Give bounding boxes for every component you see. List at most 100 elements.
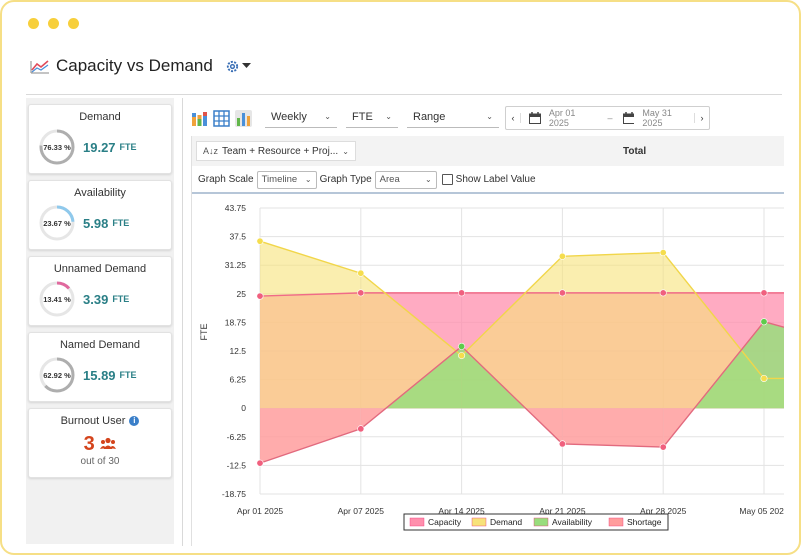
table-grid-icon[interactable] <box>213 109 230 127</box>
grouping-select[interactable]: A↓z Team + Resource + Proj... ⌄ <box>196 141 356 161</box>
kpi-title: Named Demand <box>59 339 141 351</box>
stacked-bar-chart-icon[interactable] <box>191 110 208 127</box>
capacity-point <box>256 292 264 300</box>
chart-points <box>256 237 768 467</box>
kpi-unit: FTE <box>119 142 137 152</box>
grouping-value: Team + Resource + Proj... <box>222 145 339 157</box>
kpi-value: 5.98 <box>83 215 109 231</box>
graph-type-select[interactable]: Area ⌄ <box>374 170 437 189</box>
date-range-picker: ‹ Apr 01 2025 – May 31 2025 › <box>505 106 710 130</box>
gear-icon <box>226 60 238 72</box>
page-header: Capacity vs Demand <box>30 56 251 76</box>
percent-label: 76.33 % <box>43 142 71 152</box>
bar-chart-icon[interactable] <box>235 109 252 127</box>
legend-swatch <box>409 517 425 527</box>
kpi-value: 3.39 <box>83 291 109 307</box>
graph-type-value: Area <box>379 174 400 185</box>
chart-legend: Capacity Demand Availability Shortage <box>403 513 669 531</box>
settings-dropdown[interactable] <box>225 59 251 74</box>
show-label-text: Show Label Value <box>455 174 536 185</box>
kpi-unit: FTE <box>119 370 137 380</box>
maximize-dot[interactable] <box>68 18 79 29</box>
date-from[interactable]: Apr 01 2025 <box>548 108 576 128</box>
legend-label: Demand <box>490 517 522 527</box>
graph-scale-value: Timeline <box>261 174 298 185</box>
y-tick-label: 18.75 <box>225 317 247 327</box>
kpi-title: Burnout User i <box>29 415 171 427</box>
period-value: Weekly <box>271 110 307 123</box>
demand-area <box>260 241 784 409</box>
kpi-card-availability: Availability 23.67 % 5.98 FTE <box>28 180 172 250</box>
x-tick-label: Apr 01 2025 <box>237 506 284 516</box>
availability-area-tail <box>764 321 784 409</box>
chevron-left-icon[interactable]: ‹ <box>506 113 521 123</box>
close-dot[interactable] <box>28 18 39 29</box>
kpi-value: 19.27 <box>83 139 116 155</box>
unit-value: FTE <box>352 110 373 123</box>
progress-ring: 76.33 % <box>39 129 75 165</box>
kpi-title: Availability <box>74 187 126 199</box>
progress-ring: 62.92 % <box>39 357 75 393</box>
capacity-demand-chart: 43.75 37.5 31.25 25 18.75 12.5 6.25 0 -6.25 -12.5… <box>199 203 784 531</box>
shortage-area <box>562 408 664 448</box>
header-divider <box>26 94 782 95</box>
capacity-point <box>558 289 566 297</box>
x-tick-label: Apr 07 2025 <box>338 506 385 516</box>
y-tick-label: 31.25 <box>225 260 247 270</box>
legend-swatch <box>608 517 624 527</box>
kpi-unit: FTE <box>112 218 130 228</box>
x-tick-label: Apr 28 2025 <box>640 506 687 516</box>
capacity-point <box>760 289 768 297</box>
chevron-down-icon: ⌄ <box>304 175 312 184</box>
percent-label: 23.67 % <box>43 218 71 228</box>
show-label-checkbox[interactable] <box>441 174 453 185</box>
kpi-sidebar: Demand 76.33 % 19.27 FTE Availability <box>26 98 174 544</box>
capacity-point <box>458 289 466 297</box>
legend-label: Shortage <box>627 517 662 527</box>
y-tick-label: 25 <box>237 289 247 299</box>
calendar-icon[interactable] <box>622 112 635 124</box>
users-icon <box>100 437 117 449</box>
sidebar-divider <box>182 98 183 546</box>
total-header: Total <box>623 146 647 157</box>
burnout-count: 3 <box>83 433 95 455</box>
burnout-title: Burnout User <box>60 415 126 427</box>
range-select[interactable]: Range ⌄ <box>407 106 499 128</box>
percent-label: 13.41 % <box>43 294 71 304</box>
progress-ring-svg <box>39 281 75 317</box>
caret-down-icon <box>241 63 251 68</box>
kpi-card-demand: Demand 76.33 % 19.27 FTE <box>28 104 172 174</box>
availability-point <box>760 318 768 326</box>
shortage-area <box>663 408 695 448</box>
y-tick-label: 6.25 <box>229 375 246 385</box>
x-tick-label: Apr 21 2025 <box>539 506 586 516</box>
legend-label: Capacity <box>428 517 462 527</box>
date-separator: – <box>607 113 613 123</box>
range-value: Range <box>413 110 446 123</box>
chevron-down-icon: ⌄ <box>324 112 331 121</box>
info-icon[interactable]: i <box>129 416 140 427</box>
demand-point <box>458 352 466 360</box>
chevron-right-icon[interactable]: › <box>694 113 709 123</box>
demand-point <box>357 269 365 277</box>
grouping-bar: A↓z Team + Resource + Proj... ⌄ Total <box>192 136 784 166</box>
y-tick-label: 37.5 <box>229 232 246 242</box>
availability-point <box>256 459 264 467</box>
unit-select[interactable]: FTE ⌄ <box>346 106 398 128</box>
legend-label: Availability <box>552 517 593 527</box>
chart-panel: A↓z Team + Resource + Proj... ⌄ Total Gr… <box>191 136 784 546</box>
period-select[interactable]: Weekly ⌄ <box>265 106 337 128</box>
calendar-icon[interactable] <box>528 112 541 124</box>
availability-point <box>659 443 667 451</box>
line-chart-icon <box>30 60 49 74</box>
kpi-title: Unnamed Demand <box>53 263 147 275</box>
minimize-dot[interactable] <box>48 18 59 29</box>
date-to[interactable]: May 31 2025 <box>642 108 672 128</box>
progress-ring: 23.67 % <box>39 205 75 241</box>
progress-ring-svg <box>39 129 75 165</box>
graph-type-label: Graph Type <box>319 174 372 185</box>
graph-scale-select[interactable]: Timeline ⌄ <box>256 170 317 189</box>
y-axis-label: FTE <box>199 324 209 341</box>
demand-point <box>256 237 264 245</box>
